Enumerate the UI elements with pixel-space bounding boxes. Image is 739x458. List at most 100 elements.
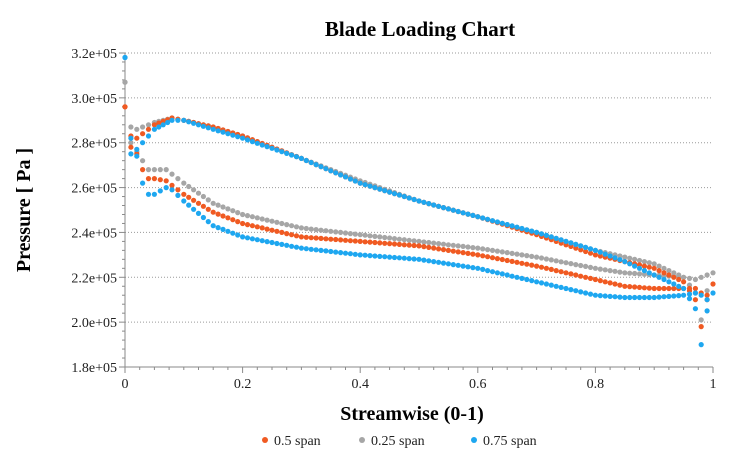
data-point [122,54,128,61]
data-point [298,245,304,251]
legend-label: 0.25 span [371,434,425,449]
data-point [436,246,442,252]
data-point [225,206,231,212]
data-point [524,276,530,283]
data-point [372,253,378,259]
data-point [401,193,407,200]
data-point [328,236,334,242]
data-point [661,276,667,283]
data-point [494,270,500,276]
x-axis-title: Streamwise (0-1) [340,403,483,425]
data-point [553,258,559,264]
data-point [592,252,599,258]
legend-label: 0.75 span [483,434,537,449]
data-point [494,248,500,254]
data-point [632,256,638,262]
data-point [470,251,476,257]
data-point [367,239,373,245]
data-point [391,241,398,247]
data-point [548,234,554,240]
data-point [529,262,535,268]
data-point [450,242,456,248]
data-point [244,222,251,228]
data-point [519,252,525,258]
data-point [406,242,412,248]
chart-title: Blade Loading Chart [325,17,515,41]
data-point [651,272,657,278]
data-point [352,178,358,184]
data-point [279,229,285,235]
data-point [612,281,618,287]
data-point [396,241,402,247]
data-point [169,171,175,177]
data-point [489,247,496,253]
data-point [460,263,466,269]
data-point [509,273,515,279]
data-point [573,245,579,251]
data-point [445,242,451,248]
data-point [289,223,295,229]
data-point [338,172,344,178]
data-point [681,279,687,285]
data-point [641,268,648,274]
data-point [553,268,559,274]
data-point [563,238,569,244]
data-point [181,198,187,204]
data-point [318,247,324,253]
data-point [450,262,456,268]
data-point [328,228,334,234]
data-point [440,247,447,253]
data-point [698,292,704,298]
data-point [259,238,265,244]
data-point [298,234,304,240]
data-point [210,200,216,206]
data-point [357,252,363,258]
data-point [583,290,589,296]
data-point [597,249,603,255]
data-point [632,263,638,269]
data-point [240,211,246,218]
data-point [342,250,349,256]
data-point [200,193,206,200]
data-point [387,189,393,195]
data-point [140,124,146,130]
legend-label: 0.5 span [274,434,321,449]
data-point [156,124,162,130]
data-point [323,228,329,234]
data-point [191,206,197,212]
data-point [587,291,594,297]
data-point [274,219,280,225]
data-point [411,256,417,262]
data-point [289,243,295,249]
data-point [357,180,363,186]
data-point [627,261,633,267]
data-point [210,209,216,215]
data-point [666,285,672,292]
data-point [342,230,349,236]
data-point [230,132,236,138]
data-point [465,211,471,217]
data-point [455,262,461,268]
data-point [303,246,309,252]
data-point [553,283,559,289]
data-point [692,306,699,312]
data-point [220,129,226,135]
data-point [431,245,437,251]
data-point [470,265,476,271]
data-point [318,235,324,241]
data-point [230,230,236,236]
data-point [421,239,427,245]
data-point [524,253,530,259]
data-point [406,256,412,262]
data-point [671,293,677,299]
data-point [264,144,270,150]
y-tick-label: 3.0e+05 [71,92,117,107]
data-point [692,276,699,283]
data-point [480,246,486,252]
data-point [519,275,525,281]
data-point [698,342,704,348]
data-point [352,238,358,244]
data-point [289,232,295,238]
data-point [318,164,324,170]
data-point [249,236,255,242]
